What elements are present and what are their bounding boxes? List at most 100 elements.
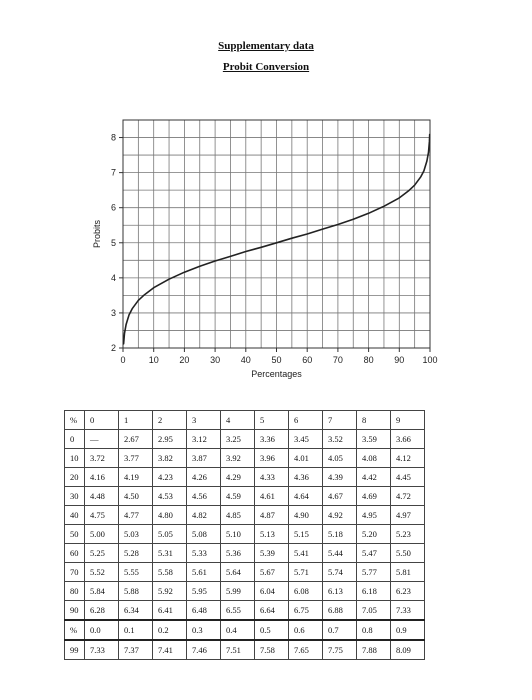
- y-tick-label: 3: [111, 308, 116, 318]
- table-cell: 0.6: [288, 619, 323, 641]
- x-tick-label: 0: [120, 355, 125, 365]
- table-cell: 5.13: [254, 524, 289, 544]
- table-cell: 4.90: [288, 505, 323, 525]
- table-cell: 4.64: [288, 486, 323, 506]
- table-cell: 0.2: [152, 619, 187, 641]
- table-cell: 6.88: [322, 600, 357, 621]
- table-cell: 4.80: [152, 505, 187, 525]
- table-cell: 4.77: [118, 505, 153, 525]
- table-cell: 7.51: [220, 639, 255, 660]
- table-cell: 7.65: [288, 639, 323, 660]
- x-tick-label: 10: [149, 355, 159, 365]
- table-cell: 4.85: [220, 505, 255, 525]
- table-cell: 6: [288, 410, 323, 430]
- table-cell: 4.26: [186, 467, 221, 487]
- table-cell: 5.74: [322, 562, 357, 582]
- table-cell: 5.64: [220, 562, 255, 582]
- table-cell: 3.36: [254, 429, 289, 449]
- table-cell: 4.56: [186, 486, 221, 506]
- table-cell: 2.67: [118, 429, 153, 449]
- page-title: Supplementary data: [218, 40, 314, 52]
- table-cell: 7.88: [356, 639, 391, 660]
- table-cell: 3.45: [288, 429, 323, 449]
- table-cell: 4.45: [390, 467, 425, 487]
- table-cell: 4.61: [254, 486, 289, 506]
- table-subheader-row: % 0.0 0.1 0.2 0.3 0.4 0.5 0.6 0.7 0.8 0.9: [64, 619, 425, 641]
- table-cell: 5.61: [186, 562, 221, 582]
- table-cell: 0.1: [118, 619, 153, 641]
- table-cell: 4.39: [322, 467, 357, 487]
- page-subtitle: Probit Conversion: [222, 61, 310, 73]
- table-cell: 6.13: [322, 581, 357, 601]
- row-label-cell: 80: [64, 581, 85, 601]
- table-cell: 5.28: [118, 543, 153, 563]
- table-row: 80 5.84 5.88 5.92 5.95 5.99 6.04 6.08 6.13 6.18 6.…: [64, 581, 425, 601]
- table-cell: 5.77: [356, 562, 391, 582]
- table-cell: 3.82: [152, 448, 187, 468]
- table-cell: 5.18: [322, 524, 357, 544]
- table-cell: 5.81: [390, 562, 425, 582]
- table-cell: 3.52: [322, 429, 357, 449]
- table-cell: 6.64: [254, 600, 289, 621]
- table-cell: 4.67: [322, 486, 357, 506]
- table-cell: 0.8: [356, 619, 391, 641]
- table-cell: 5.50: [390, 543, 425, 563]
- table-cell: 1: [118, 410, 153, 430]
- table-cell: 3.77: [118, 448, 153, 468]
- table-cell: 3.72: [84, 448, 119, 468]
- row-label-cell: 70: [64, 562, 85, 582]
- y-tick-label: 8: [111, 133, 116, 143]
- table-cell: 6.48: [186, 600, 221, 621]
- table-cell: 5.84: [84, 581, 119, 601]
- table-cell: 5.33: [186, 543, 221, 563]
- x-tick-label: 40: [241, 355, 251, 365]
- y-tick-label: 6: [111, 203, 116, 213]
- table-cell: 4.59: [220, 486, 255, 506]
- table-cell: 4.53: [152, 486, 187, 506]
- probit-chart: 0 10 20 30 40 50 60 70 80 90 100 2 3 4 5 6 7 8 Percentages…: [92, 119, 438, 379]
- table-cell: 7.41: [152, 639, 187, 660]
- table-cell: 3.66: [390, 429, 425, 449]
- table-cell: 4.75: [84, 505, 119, 525]
- y-tick-label: 7: [111, 168, 116, 178]
- table-cell: 6.75: [288, 600, 323, 621]
- table-cell: 5: [254, 410, 289, 430]
- x-tick-label: 90: [394, 355, 404, 365]
- table-cell: 5.15: [288, 524, 323, 544]
- table-cell: 6.41: [152, 600, 187, 621]
- table-cell: 5.23: [390, 524, 425, 544]
- table-cell: —: [84, 429, 119, 449]
- table-cell: 4.36: [288, 467, 323, 487]
- table-cell: 5.41: [288, 543, 323, 563]
- table-cell: 0.5: [254, 619, 289, 641]
- x-axis-label: Percentages: [251, 369, 302, 379]
- row-label-cell: 10: [64, 448, 85, 468]
- table-cell: 4.08: [356, 448, 391, 468]
- table-cell: 4.29: [220, 467, 255, 487]
- table-cell: 5.36: [220, 543, 255, 563]
- table-cell: 4.48: [84, 486, 119, 506]
- table-cell: 5.10: [220, 524, 255, 544]
- row-label-cell: 40: [64, 505, 85, 525]
- row-label-cell: %: [64, 619, 85, 641]
- probit-table: % 0 1 2 3 4 5 6 7 8 9 0—2.67 2.95 3.12 3.25 3.36 3.45 3.5…: [64, 410, 425, 660]
- table-cell: 6.55: [220, 600, 255, 621]
- table-cell: 7.05: [356, 600, 391, 621]
- table-cell: 0: [84, 410, 119, 430]
- table-row: 90 6.28 6.34 6.41 6.48 6.55 6.64 6.75 6.88 7.05 7.…: [64, 600, 425, 621]
- table-cell: 3: [186, 410, 221, 430]
- table-cell: 5.58: [152, 562, 187, 582]
- table-row: 99 7.33 7.37 7.41 7.46 7.51 7.58 7.65 7.75 7.88 8.…: [64, 639, 425, 660]
- table-cell: 4.42: [356, 467, 391, 487]
- table-row: 0—2.67 2.95 3.12 3.25 3.36 3.45 3.52 3.59 3.66: [64, 429, 425, 449]
- table-cell: 5.20: [356, 524, 391, 544]
- table-cell: 4: [220, 410, 255, 430]
- table-cell: 2.95: [152, 429, 187, 449]
- table-cell: 3.12: [186, 429, 221, 449]
- table-cell: 5.39: [254, 543, 289, 563]
- table-cell: 4.33: [254, 467, 289, 487]
- table-cell: 5.52: [84, 562, 119, 582]
- table-cell: 7.37: [118, 639, 153, 660]
- row-label-cell: 30: [64, 486, 85, 506]
- table-cell: 0.4: [220, 619, 255, 641]
